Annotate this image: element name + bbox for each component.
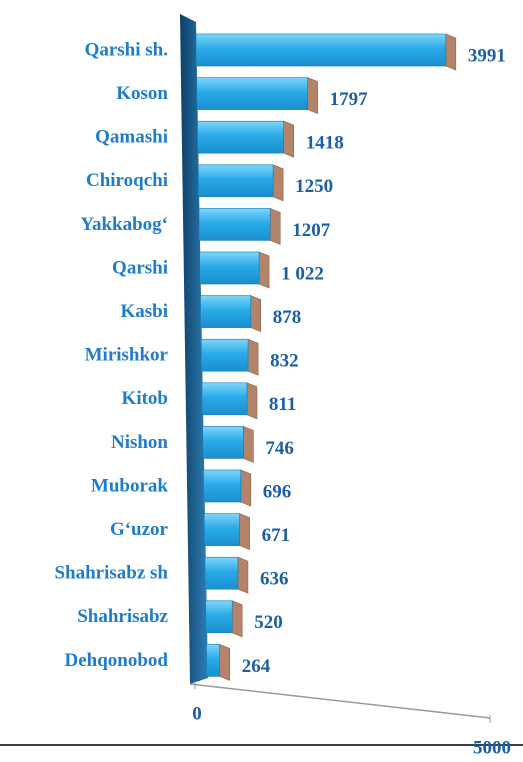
bar-cap xyxy=(239,513,250,551)
value-label: 811 xyxy=(269,394,296,415)
bar xyxy=(200,338,249,372)
value-label: 671 xyxy=(262,525,291,546)
bar-cap xyxy=(231,600,243,638)
bar xyxy=(197,164,274,198)
bar-cap xyxy=(243,425,254,463)
value-label: 746 xyxy=(265,438,294,459)
bar-cap xyxy=(237,556,249,594)
bar-cap xyxy=(258,251,270,289)
bar-cap xyxy=(445,33,457,71)
floor-line xyxy=(189,683,491,719)
y-tick-label: Kitob xyxy=(122,388,168,409)
bar xyxy=(197,120,285,154)
value-label: 520 xyxy=(254,612,283,633)
y-tick-label: Chiroqchi xyxy=(86,170,168,191)
value-label: 1797 xyxy=(330,89,369,110)
y-tick-label: Kasbi xyxy=(120,301,168,322)
bar-cap xyxy=(246,382,258,420)
bar-cap xyxy=(307,77,318,115)
y-tick-label: Qarshi sh. xyxy=(85,39,168,60)
bar xyxy=(205,600,233,634)
value-label: 832 xyxy=(270,351,299,372)
bar xyxy=(199,251,260,285)
bar-cap xyxy=(219,643,230,681)
value-label: 636 xyxy=(260,569,289,590)
bar xyxy=(201,382,248,416)
bar xyxy=(196,77,308,110)
value-label: 1250 xyxy=(295,176,333,197)
value-label: 1 022 xyxy=(281,263,324,284)
y-tick-label: Shahrisabz sh xyxy=(54,563,168,584)
value-label: 3991 xyxy=(468,45,506,66)
y-tick-label: Muborak xyxy=(91,475,169,496)
y-tick-label: Qarshi xyxy=(112,257,168,278)
bar xyxy=(204,556,239,590)
y-tick-label: Dehqonobod xyxy=(65,650,169,671)
bar-cap xyxy=(247,338,259,376)
y-tick-label: Koson xyxy=(116,83,168,104)
bar-cap xyxy=(269,207,281,245)
bar xyxy=(203,469,242,503)
x-tick-label: 0 xyxy=(192,703,202,724)
bar-cap xyxy=(283,120,295,158)
bar-cap xyxy=(250,295,262,333)
bar xyxy=(203,513,240,546)
bar xyxy=(206,644,220,677)
y-tick-label: Yakkabog‘ xyxy=(80,214,168,235)
value-label: 878 xyxy=(273,307,302,328)
bar xyxy=(202,426,244,459)
bar xyxy=(200,295,252,328)
y-tick-label: Qamashi xyxy=(95,127,168,148)
bar-cap xyxy=(272,164,284,202)
value-label: 264 xyxy=(242,656,271,677)
bar xyxy=(195,33,447,67)
y-tick-label: G‘uzor xyxy=(110,519,169,540)
bar-cap xyxy=(240,469,252,507)
axis-wall xyxy=(180,14,208,684)
y-tick-label: Mirishkor xyxy=(85,345,169,366)
y-tick-label: Nishon xyxy=(111,432,168,453)
x-tick-label: 5000 xyxy=(473,737,511,758)
value-label: 696 xyxy=(263,481,292,502)
bar xyxy=(198,208,271,241)
value-label: 1418 xyxy=(306,133,344,154)
value-label: 1207 xyxy=(292,220,331,241)
y-tick-label: Shahrisabz xyxy=(77,606,168,627)
